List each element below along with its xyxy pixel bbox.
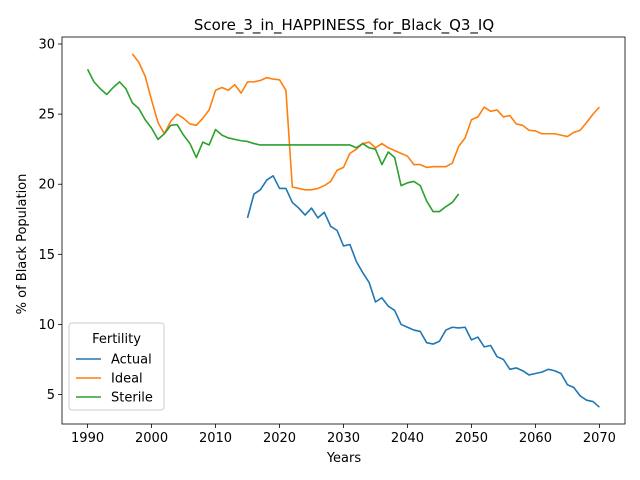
x-tick-label: 2040 <box>391 431 424 446</box>
y-tick-label: 30 <box>38 38 55 53</box>
legend-box <box>68 322 165 411</box>
x-axis-label: Years <box>326 451 362 466</box>
legend-title: Fertility <box>92 332 141 347</box>
x-tick-label: 1990 <box>71 431 104 446</box>
chart-title: Score_3_in_HAPPINESS_for_Black_Q3_IQ <box>194 16 494 35</box>
series-layer <box>86 53 601 408</box>
legend-label-ideal: Ideal <box>111 372 143 387</box>
y-axis-label: % of Black Population <box>15 174 30 315</box>
y-tick-label: 5 <box>47 388 55 403</box>
x-tick-label: 2060 <box>519 431 552 446</box>
x-axis: 1990 2000 2010 2020 2030 2040 2050 2060 2070 <box>71 424 616 446</box>
y-tick-label: 10 <box>38 318 55 333</box>
x-tick-label: 2000 <box>135 431 168 446</box>
x-tick-label: 2010 <box>199 431 232 446</box>
legend-label-sterile: Sterile <box>111 391 153 406</box>
series-line-ideal <box>131 53 601 191</box>
x-tick-label: 2030 <box>327 431 360 446</box>
series-line-sterile <box>86 68 460 213</box>
y-tick-label: 25 <box>38 108 55 123</box>
y-axis: 5 10 15 20 25 30 <box>38 38 62 403</box>
y-tick-label: 20 <box>38 178 55 193</box>
y-tick-label: 15 <box>38 248 55 263</box>
x-tick-label: 2070 <box>583 431 616 446</box>
legend: Fertility Actual Ideal Sterile <box>68 322 165 411</box>
x-tick-label: 2050 <box>455 431 488 446</box>
series-line-actual <box>246 175 600 408</box>
x-tick-label: 2020 <box>263 431 296 446</box>
legend-items: Actual Ideal Sterile <box>76 353 153 406</box>
legend-label-actual: Actual <box>111 353 152 368</box>
